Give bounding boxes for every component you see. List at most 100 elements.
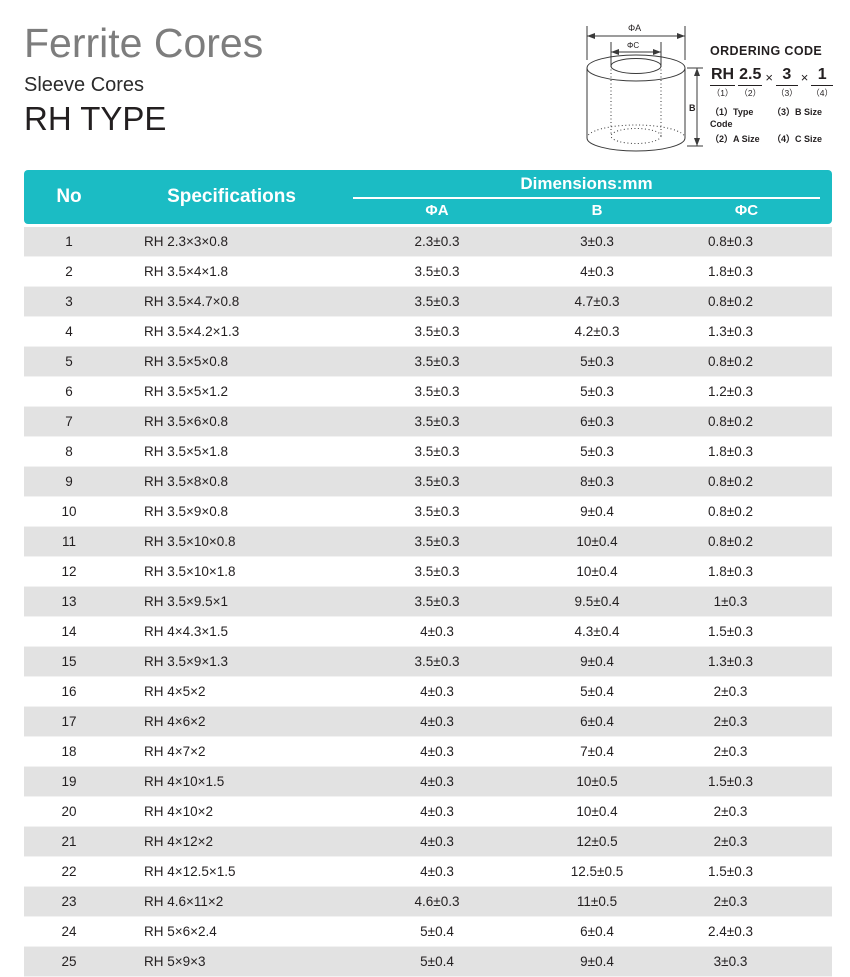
ordering-code-separator-1: ×: [765, 70, 773, 85]
row-phi-a: 3.5±0.3: [414, 504, 460, 519]
row-phi-a: 3.5±0.3: [414, 264, 460, 279]
row-b: 10±0.4: [576, 804, 618, 819]
row-phi-a: 3.5±0.3: [414, 564, 460, 579]
ordering-code-index-4: （4）: [811, 88, 834, 98]
ordering-code-block: ORDERING CODE RH （1） 2.5 （2） × 3 （3） × 1: [710, 44, 838, 145]
row-no: 15: [61, 654, 77, 669]
row-specification: RH 4×10×2: [144, 804, 214, 819]
row-phi-a: 3.5±0.3: [414, 414, 460, 429]
row-phi-a: 3.5±0.3: [414, 534, 460, 549]
table-row: 3 RH 3.5×4.7×0.8 3.5±0.3 4.7±0.3 0.8±0.2: [24, 287, 832, 317]
column-header-phi-c: ΦC: [734, 201, 759, 219]
row-specification: RH 3.5×9×0.8: [144, 504, 229, 519]
row-phi-a: 4.6±0.3: [414, 894, 460, 909]
table-row: 10 RH 3.5×9×0.8 3.5±0.3 9±0.4 0.8±0.2: [24, 497, 832, 527]
table-row: 23 RH 4.6×11×2 4.6±0.3 11±0.5 2±0.3: [24, 887, 832, 917]
row-no: 19: [61, 774, 77, 789]
table-row: 22 RH 4×12.5×1.5 4±0.3 12.5±0.5 1.5±0.3: [24, 857, 832, 887]
row-phi-c: 3±0.3: [713, 954, 748, 969]
row-phi-c: 0.8±0.3: [708, 234, 753, 249]
row-b: 11±0.5: [576, 894, 618, 909]
ordering-code-value-1: RH: [710, 66, 736, 86]
row-phi-c: 1.8±0.3: [708, 444, 753, 459]
row-phi-c: 1.8±0.3: [708, 264, 753, 279]
product-diagram: ΦA ΦC B ORDERING CODE RH （1） 2.5 （2） × 3…: [575, 18, 837, 164]
row-phi-a: 4±0.3: [420, 804, 454, 819]
column-header-b: B: [591, 201, 603, 219]
table-row: 13 RH 3.5×9.5×1 3.5±0.3 9.5±0.4 1±0.3: [24, 587, 832, 617]
row-no: 4: [65, 324, 73, 339]
ordering-code-row: RH （1） 2.5 （2） × 3 （3） × 1 （4）: [710, 66, 838, 99]
row-b: 4±0.3: [580, 264, 614, 279]
row-specification: RH 3.5×4×1.8: [144, 264, 229, 279]
ordering-code-title: ORDERING CODE: [710, 44, 823, 58]
row-phi-c: 1.8±0.3: [708, 564, 753, 579]
row-phi-a: 3.5±0.3: [414, 354, 460, 369]
row-b: 12±0.5: [576, 834, 618, 849]
table-row: 12 RH 3.5×10×1.8 3.5±0.3 10±0.4 1.8±0.3: [24, 557, 832, 587]
row-no: 2: [65, 264, 73, 279]
legend-item-3: （3）B Size: [772, 107, 823, 117]
row-phi-a: 3.5±0.3: [414, 384, 460, 399]
row-phi-c: 0.8±0.2: [708, 504, 753, 519]
row-b: 9±0.4: [580, 954, 614, 969]
row-specification: RH 3.5×5×0.8: [144, 354, 229, 369]
row-phi-c: 0.8±0.2: [708, 294, 753, 309]
table-row: 24 RH 5×6×2.4 5±0.4 6±0.4 2.4±0.3: [24, 917, 832, 947]
row-specification: RH 3.5×4.2×1.3: [144, 324, 240, 339]
row-b: 10±0.5: [576, 774, 618, 789]
table-body: 1 RH 2.3×3×0.8 2.3±0.3 3±0.3 0.8±0.3 2 RH 3.5×…: [24, 227, 832, 977]
row-b: 4.7±0.3: [574, 294, 620, 309]
row-phi-a: 4±0.3: [420, 774, 454, 789]
row-phi-a: 4±0.3: [420, 744, 454, 759]
legend-item-4: （4）C Size: [772, 134, 823, 144]
row-specification: RH 3.5×10×0.8: [144, 534, 236, 549]
row-phi-c: 2±0.3: [713, 804, 748, 819]
row-phi-a: 4±0.3: [420, 714, 454, 729]
row-b: 3±0.3: [580, 234, 614, 249]
row-phi-c: 1.3±0.3: [708, 324, 753, 339]
row-phi-a: 5±0.4: [420, 954, 454, 969]
page-type-title: RH TYPE: [24, 100, 167, 137]
legend-item-2: （2）A Size: [710, 134, 760, 144]
row-phi-a: 2.3±0.3: [414, 234, 460, 249]
row-b: 9±0.4: [580, 654, 614, 669]
row-no: 9: [65, 474, 73, 489]
row-phi-c: 0.8±0.2: [708, 414, 753, 429]
row-specification: RH 4×12.5×1.5: [144, 864, 236, 879]
table-row: 1 RH 2.3×3×0.8 2.3±0.3 3±0.3 0.8±0.3: [24, 227, 832, 257]
row-phi-c: 2±0.3: [713, 834, 748, 849]
row-specification: RH 3.5×9.5×1: [144, 594, 229, 609]
row-no: 7: [65, 414, 73, 429]
ordering-code-value-4: 1: [811, 66, 834, 86]
row-specification: RH 4×5×2: [144, 684, 206, 699]
row-b: 6±0.3: [580, 414, 614, 429]
ordering-code-segment-2: 2.5 （2）: [738, 66, 763, 99]
page-subtitle: Sleeve Cores: [24, 74, 145, 96]
row-phi-a: 3.5±0.3: [414, 324, 460, 339]
ordering-code-index-2: （2）: [739, 88, 762, 98]
row-no: 8: [65, 444, 73, 459]
row-phi-a: 5±0.4: [420, 924, 454, 939]
table-row: 8 RH 3.5×5×1.8 3.5±0.3 5±0.3 1.8±0.3: [24, 437, 832, 467]
row-specification: RH 2.3×3×0.8: [144, 234, 229, 249]
ordering-code-index-1: （1）: [711, 88, 734, 98]
row-phi-c: 0.8±0.2: [708, 474, 753, 489]
row-no: 6: [65, 384, 73, 399]
page-title: Ferrite Cores: [24, 20, 264, 66]
row-no: 18: [61, 744, 77, 759]
row-no: 13: [61, 594, 77, 609]
table-row: 19 RH 4×10×1.5 4±0.3 10±0.5 1.5±0.3: [24, 767, 832, 797]
row-specification: RH 3.5×5×1.2: [144, 384, 229, 399]
row-phi-a: 4±0.3: [420, 864, 454, 879]
table-row: 20 RH 4×10×2 4±0.3 10±0.4 2±0.3: [24, 797, 832, 827]
row-no: 12: [61, 564, 77, 579]
row-b: 10±0.4: [576, 564, 618, 579]
row-no: 24: [61, 924, 77, 939]
row-b: 4.2±0.3: [574, 324, 620, 339]
row-phi-c: 2.4±0.3: [708, 924, 753, 939]
diagram-label-phi-a: ΦA: [628, 23, 641, 33]
column-header-dimensions-group: Dimensions:mm ΦA B ΦC: [349, 170, 824, 224]
row-b: 6±0.4: [580, 714, 614, 729]
row-specification: RH 3.5×4.7×0.8: [144, 294, 240, 309]
